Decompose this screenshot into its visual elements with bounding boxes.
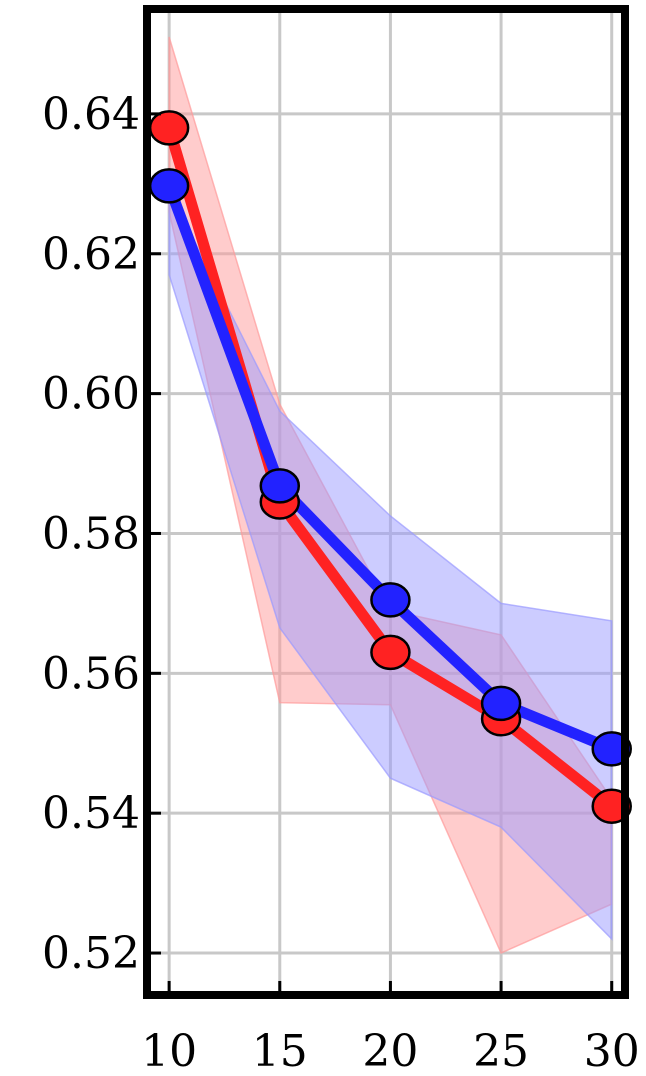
y-tick-label: 0.64 — [42, 89, 140, 140]
x-tick-label: 30 — [584, 1026, 640, 1076]
y-tick-label: 0.54 — [42, 788, 140, 839]
data-point — [370, 634, 411, 671]
x-tick-label: 10 — [141, 1026, 197, 1076]
axis-ticks — [147, 112, 614, 995]
y-tick-label: 0.58 — [42, 508, 140, 559]
data-point — [370, 582, 411, 618]
data-point — [480, 685, 522, 722]
x-tick-label: 20 — [362, 1026, 418, 1076]
confidence-band — [168, 190, 613, 941]
x-tick-label: 25 — [473, 1026, 529, 1076]
data-point — [148, 168, 190, 204]
plot-frame — [143, 5, 629, 999]
y-tick-label: 0.62 — [42, 229, 140, 280]
y-tick-label: 0.56 — [42, 648, 140, 699]
y-tick-label: 0.60 — [42, 369, 140, 420]
data-point — [148, 110, 190, 146]
data-point — [259, 468, 301, 504]
x-axis-tick-labels: 10 15 20 25 30 — [141, 1026, 640, 1076]
y-axis-tick-labels: 0.52 0.54 0.56 0.58 0.60 0.62 0.64 — [42, 89, 140, 979]
y-tick-label: 0.52 — [42, 928, 140, 979]
x-tick-label: 15 — [252, 1026, 308, 1076]
